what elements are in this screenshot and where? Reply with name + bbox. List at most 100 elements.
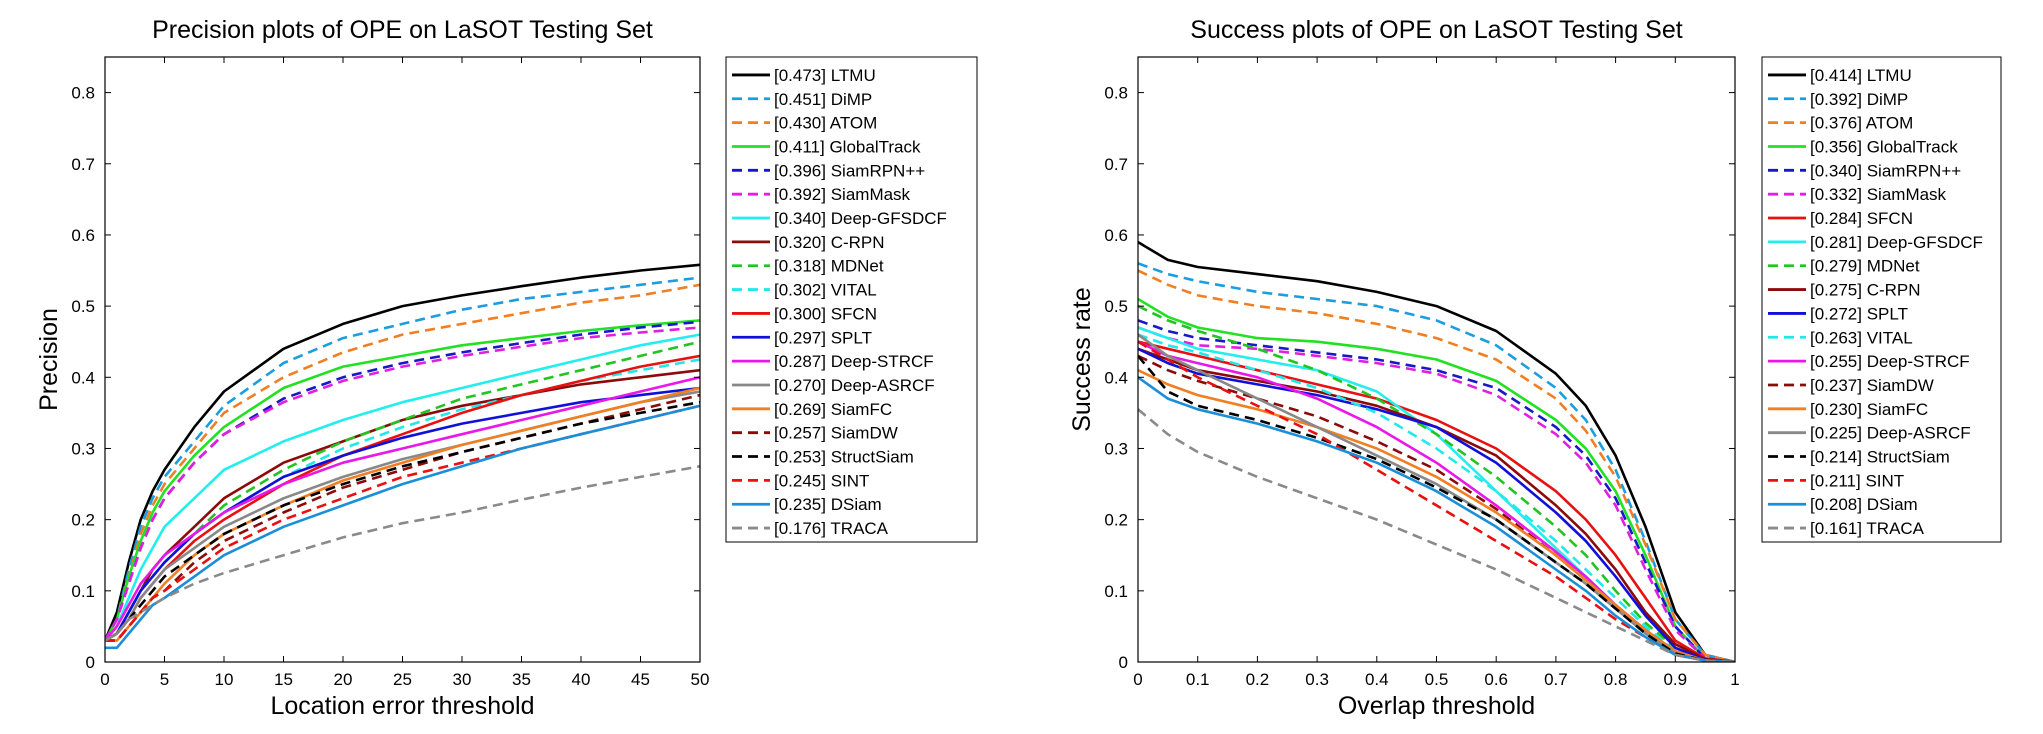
x-axis-label: Overlap threshold xyxy=(1338,692,1535,720)
legend-entry: [0.451] DiMP xyxy=(774,90,872,109)
series-line xyxy=(1138,355,1735,662)
series-line xyxy=(105,333,700,642)
y-axis-label: Success rate xyxy=(1068,287,1096,432)
y-axis-label: Precision xyxy=(35,308,63,411)
series-line xyxy=(105,340,700,642)
legend-entry: [0.269] SiamFC xyxy=(774,400,892,419)
x-tick-label: 10 xyxy=(215,670,234,689)
series-line xyxy=(1138,340,1735,662)
series-line xyxy=(1138,369,1735,662)
series-line xyxy=(1138,240,1735,662)
x-tick-label: 0.8 xyxy=(1604,670,1628,689)
legend-entry: [0.392] SiamMask xyxy=(774,185,911,204)
legend-entry: [0.284] SFCN xyxy=(1810,209,1913,228)
legend-entry: [0.255] Deep-STRCF xyxy=(1810,352,1970,371)
legend-entry: [0.161] TRACA xyxy=(1810,519,1925,538)
legend: [0.473] LTMU [0.451] DiMP [0.430] ATOM [0.4… xyxy=(725,56,978,543)
legend-entry: [0.356] GlobalTrack xyxy=(1810,137,1958,156)
legend-entry: [0.300] SFCN xyxy=(774,304,877,323)
legend-entry: [0.332] SiamMask xyxy=(1810,185,1947,204)
series-line xyxy=(1138,262,1735,662)
series-lines xyxy=(105,263,700,650)
legend-entry: [0.473] LTMU xyxy=(774,66,876,85)
x-tick-label: 1 xyxy=(1730,670,1739,689)
series-line xyxy=(1138,347,1735,662)
legend-entry: [0.253] StructSiam xyxy=(774,448,914,467)
legend: [0.414] LTMU [0.392] DiMP [0.376] ATOM [0.3… xyxy=(1761,56,2002,543)
x-tick-label: 0.9 xyxy=(1663,670,1687,689)
x-tick-label: 20 xyxy=(334,670,353,689)
series-line xyxy=(105,263,700,642)
legend-entry: [0.279] MDNet xyxy=(1810,257,1920,276)
legend-entry: [0.340] Deep-GFSDCF xyxy=(774,209,947,228)
legend-entry: [0.245] SINT xyxy=(774,471,869,490)
legend-entry: [0.340] SiamRPN++ xyxy=(1810,161,1961,180)
series-line xyxy=(105,368,700,642)
y-tick-label: 0 xyxy=(1119,653,1128,672)
x-tick-label: 5 xyxy=(160,670,169,689)
x-tick-label: 0 xyxy=(100,670,109,689)
y-tick-label: 0.2 xyxy=(71,511,95,530)
legend-entry: [0.281] Deep-GFSDCF xyxy=(1810,233,1983,252)
legend-entry: [0.430] ATOM xyxy=(774,114,877,133)
legend-entry: [0.411] GlobalTrack xyxy=(774,137,921,156)
legend-entry: [0.211] SINT xyxy=(1810,471,1904,490)
series-line xyxy=(105,319,700,642)
y-tick-label: 0.2 xyxy=(1104,511,1128,530)
x-axis-label: Location error threshold xyxy=(270,692,534,720)
legend-entry: [0.275] C-RPN xyxy=(1810,281,1921,300)
y-tick-label: 0.4 xyxy=(1104,368,1128,387)
y-tick-label: 0.7 xyxy=(1104,155,1128,174)
legend-entry: [0.396] SiamRPN++ xyxy=(774,161,925,180)
x-tick-label: 30 xyxy=(453,670,472,689)
y-tick-label: 0.6 xyxy=(1104,226,1128,245)
y-tick-label: 0 xyxy=(86,653,95,672)
series-line xyxy=(105,404,700,650)
precision-chart: Precision plots of OPE on LaSOT Testing … xyxy=(35,16,978,720)
y-tick-label: 0.7 xyxy=(71,155,95,174)
chart-title: Precision plots of OPE on LaSOT Testing … xyxy=(152,16,653,44)
x-tick-label: 0.1 xyxy=(1186,670,1210,689)
legend-entry: [0.272] SPLT xyxy=(1810,304,1908,323)
series-line xyxy=(105,393,700,642)
series-line xyxy=(1138,333,1735,662)
y-tick-label: 0.5 xyxy=(1104,297,1128,316)
legend-box xyxy=(725,56,978,543)
y-tick-label: 0.8 xyxy=(1104,84,1128,103)
x-tick-label: 25 xyxy=(393,670,412,689)
series-line xyxy=(1138,347,1735,662)
legend-entry: [0.235] DSiam xyxy=(774,495,882,514)
series-line xyxy=(105,465,700,642)
legend-entry: [0.176] TRACA xyxy=(774,519,889,538)
legend-entry: [0.392] DiMP xyxy=(1810,90,1908,109)
y-tick-label: 0.6 xyxy=(71,226,95,245)
x-tick-label: 0.3 xyxy=(1305,670,1329,689)
legend-entry: [0.237] SiamDW xyxy=(1810,376,1934,395)
legend-entry: [0.270] Deep-ASRCF xyxy=(774,376,935,395)
x-tick-label: 0.2 xyxy=(1246,670,1270,689)
legend-entry: [0.208] DSiam xyxy=(1810,495,1918,514)
y-tick-label: 0.3 xyxy=(71,439,95,458)
series-line xyxy=(1138,304,1735,662)
y-tick-label: 0.8 xyxy=(71,84,95,103)
x-tick-label: 0.7 xyxy=(1544,670,1568,689)
series-lines xyxy=(1138,240,1735,662)
x-tick-label: 15 xyxy=(274,670,293,689)
legend-entry: [0.230] SiamFC xyxy=(1810,400,1928,419)
x-tick-label: 0.5 xyxy=(1425,670,1449,689)
y-tick-label: 0.3 xyxy=(1104,439,1128,458)
y-tick-label: 0.1 xyxy=(71,582,95,601)
x-tick-label: 50 xyxy=(691,670,710,689)
x-tick-label: 45 xyxy=(631,670,650,689)
legend-entry: [0.214] StructSiam xyxy=(1810,448,1950,467)
legend-entry: [0.318] MDNet xyxy=(774,257,884,276)
series-line xyxy=(105,400,700,642)
legend-entry: [0.257] SiamDW xyxy=(774,424,898,443)
x-tick-label: 0 xyxy=(1133,670,1142,689)
series-line xyxy=(105,276,700,642)
legend-entry: [0.414] LTMU xyxy=(1810,66,1912,85)
legend-entry: [0.263] VITAL xyxy=(1810,328,1913,347)
x-tick-label: 40 xyxy=(572,670,591,689)
x-tick-label: 0.4 xyxy=(1365,670,1389,689)
legend-box xyxy=(1761,56,2002,543)
